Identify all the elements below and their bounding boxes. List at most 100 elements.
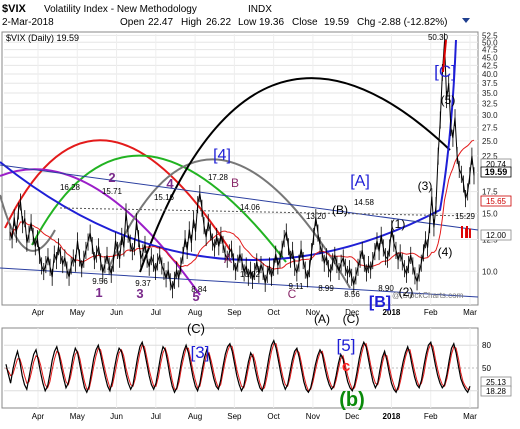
- wave-label: (A): [314, 312, 330, 326]
- indicator-tag-box: [480, 385, 512, 397]
- wave-label: [C]: [434, 62, 456, 81]
- indicator-x-tick: May: [70, 412, 85, 421]
- wave-label: (4): [438, 245, 453, 259]
- trough-label: 8.56: [344, 290, 360, 299]
- peak-label: 13.20: [306, 212, 327, 221]
- price-tick-label: 37.5: [482, 79, 498, 88]
- indicator-x-tick: Feb: [424, 412, 438, 421]
- wave-label: (C): [343, 312, 360, 326]
- wave-label: 4: [166, 176, 174, 191]
- peak-label: 14.06: [240, 203, 261, 212]
- price-x-axis: Apr May Jun Jul Aug Sep Oct Nov Dec 2018 Feb Mar: [32, 308, 477, 317]
- price-tick-label: 47.5: [482, 46, 498, 55]
- wave-label: 5: [192, 289, 199, 304]
- cycle-arc-blue: [0, 39, 457, 261]
- price-x-tick: Jul: [151, 308, 161, 317]
- price-x-tick: 2018: [383, 308, 401, 317]
- trough-label: 10.02: [240, 270, 261, 279]
- price-tick-label: 50.0: [482, 38, 498, 47]
- dropdown-arrow-icon[interactable]: [462, 18, 470, 23]
- cycle-arc-red: [4, 139, 231, 251]
- indicator-x-tick: Mar: [463, 412, 477, 421]
- watermark: @ StockCharts.com: [392, 291, 464, 300]
- header-chg-label: Chg: [357, 17, 375, 28]
- indicator-tag-label: 18.28: [486, 387, 507, 396]
- price-tick-label: 10.0: [482, 267, 498, 276]
- header-open-label: Open: [120, 17, 144, 28]
- price-x-tick: Aug: [188, 308, 202, 317]
- indicator-wave-label: [3]: [191, 343, 210, 362]
- price-x-tick: Mar: [463, 308, 477, 317]
- chart-header: $VIX Volatility Index - New Methodology …: [2, 3, 470, 28]
- indicator-x-tick: Dec: [345, 412, 359, 421]
- indicator-fast-line: [5, 338, 471, 394]
- indicator-x-tick: 2018: [383, 412, 401, 421]
- header-exchange: INDX: [248, 4, 272, 15]
- price-tick-label: 30.0: [482, 111, 498, 120]
- header-date: 2-Mar-2018: [2, 17, 54, 28]
- trendline-flat: [59, 207, 471, 217]
- indicator-x-tick: Apr: [32, 412, 45, 421]
- header-chg: -2.88 (-12.82%): [378, 17, 447, 28]
- price-tick-label: 17.5: [482, 188, 498, 197]
- cycle-arc-gray: [107, 158, 351, 289]
- price-x-tick: Oct: [267, 308, 280, 317]
- trendline-upper: [0, 164, 479, 231]
- price-tag-box: [480, 166, 512, 178]
- trough-label: 9.56: [92, 277, 108, 286]
- price-tick-label: 45.0: [482, 53, 498, 62]
- wave-label: [A]: [350, 173, 370, 190]
- peak-label: 14.58: [354, 198, 375, 207]
- price-tag-box: [480, 195, 512, 207]
- price-tag-label: 15.65: [486, 197, 507, 206]
- price-tick-label: 52.5: [482, 31, 498, 40]
- indicator-x-tick: Nov: [306, 412, 320, 421]
- trough-label: 8.99: [318, 284, 334, 293]
- annotations: 16.28 15.71 15.16 17.28 14.06 13.20 14.58 15.29…: [60, 33, 476, 326]
- price-tick-label: 42.5: [482, 61, 498, 70]
- indicator-tick-label: 50: [482, 364, 491, 373]
- indicator-wave-label: (C): [187, 321, 205, 336]
- indicator-wave-label: c: [342, 358, 350, 375]
- trough-label: 9.37: [135, 279, 151, 288]
- price-tick-label: 27.5: [482, 123, 498, 132]
- indicator-wave-label: [5]: [337, 336, 356, 355]
- price-legend: $VIX (Daily) 19.59: [6, 33, 79, 43]
- price-tag-box: [480, 229, 512, 241]
- peak-label: 15.71: [102, 187, 123, 196]
- price-tick-label: 40.0: [482, 70, 498, 79]
- price-x-tick: Dec: [345, 308, 359, 317]
- wave-label: (B): [332, 203, 348, 217]
- indicator-x-tick: Jun: [110, 412, 123, 421]
- indicator-x-axis: Apr May Jun Jul Aug Sep Oct Nov Dec 2018 Feb Mar: [32, 412, 477, 421]
- wave-label: (5): [441, 93, 456, 107]
- header-close-label: Close: [292, 17, 318, 28]
- header-name: Volatility Index - New Methodology: [44, 4, 197, 15]
- indicator-wave-label: (b): [339, 389, 365, 411]
- indicator-tick-label: 80: [482, 341, 491, 350]
- indicator-tag-label: 25.13: [486, 378, 507, 387]
- wave-label: [B]: [369, 294, 391, 311]
- price-x-tick: Sep: [227, 308, 242, 317]
- cycle-pipe-icon: [461, 226, 468, 238]
- wave-label: [4]: [213, 147, 231, 164]
- header-open: 22.47: [148, 17, 173, 28]
- price-tick-label: 25.0: [482, 137, 498, 146]
- header-low: 19.36: [259, 17, 284, 28]
- peak-label: 17.28: [208, 173, 229, 182]
- wave-label: 2: [108, 170, 115, 185]
- peak-label: 15.16: [154, 193, 175, 202]
- wave-label: (3): [418, 179, 433, 193]
- trendlines: [0, 164, 479, 298]
- peak-label: 50.30: [428, 33, 449, 42]
- indicator-grid: [4, 328, 478, 408]
- price-tick-label: 35.0: [482, 89, 498, 98]
- indicator-annotations: (C) [3] [5] c (b): [187, 321, 365, 411]
- trough-label: 8.90: [378, 284, 394, 293]
- wave-label: (1): [391, 217, 406, 231]
- indicator-slow-line: [5, 342, 470, 392]
- indicator-x-tick: Jul: [151, 412, 161, 421]
